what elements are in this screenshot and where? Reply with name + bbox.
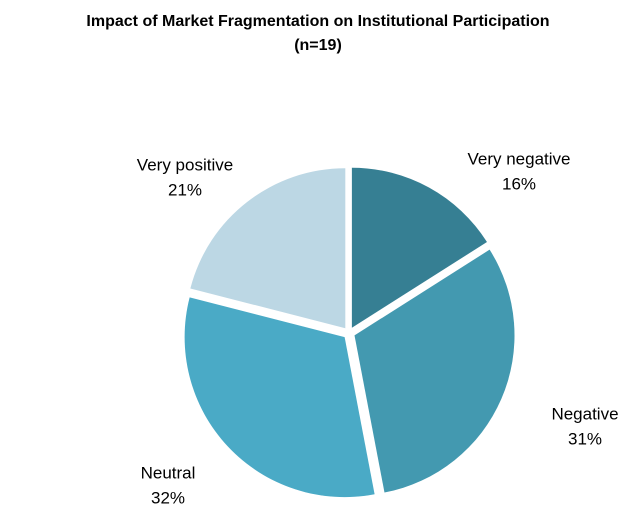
- slice-value-label: 16%: [502, 174, 536, 193]
- slice-label: Very positive: [137, 155, 233, 174]
- slice-label: Neutral: [141, 463, 196, 482]
- chart-title: Impact of Market Fragmentation on Instit…: [86, 13, 549, 30]
- slice-label: Very negative: [467, 149, 570, 168]
- pie-slice: [354, 249, 515, 493]
- slice-value-label: 32%: [151, 488, 185, 506]
- pie-slice: [351, 167, 487, 328]
- chart-subtitle: (n=19): [294, 37, 342, 54]
- slice-value-label: 21%: [168, 180, 202, 199]
- pie-slice: [184, 297, 375, 498]
- pie-slice: [190, 168, 346, 329]
- slice-label: Negative: [551, 404, 618, 423]
- slice-value-label: 31%: [568, 429, 602, 448]
